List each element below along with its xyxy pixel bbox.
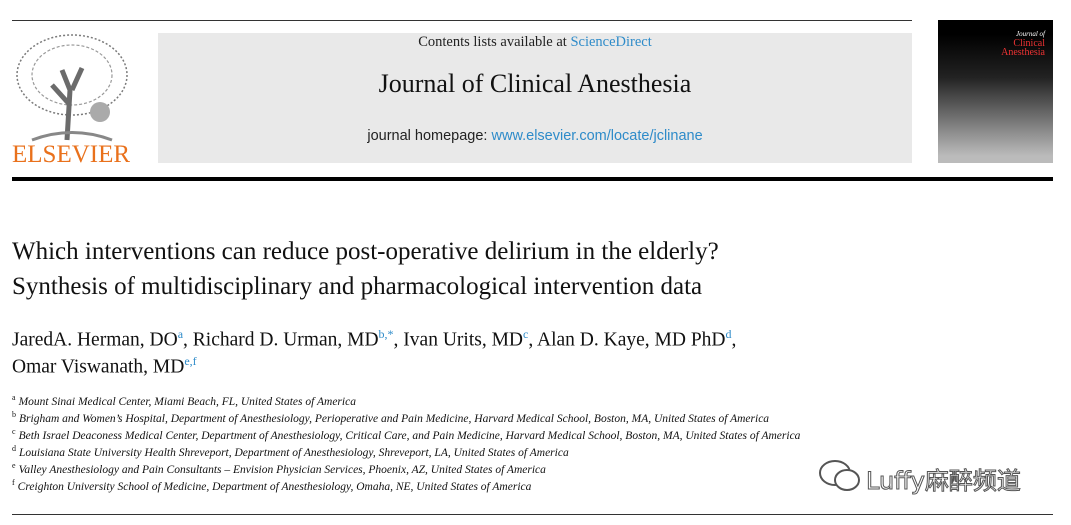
affiliation-text: Louisiana State University Health Shreve… bbox=[19, 446, 569, 459]
authors-line: JaredA. Herman, DOa, Richard D. Urman, M… bbox=[12, 327, 736, 352]
author-name: Ivan Urits, MD bbox=[403, 329, 523, 351]
thick-rule bbox=[12, 177, 1053, 181]
affiliation-text: Mount Sinai Medical Center, Miami Beach,… bbox=[18, 395, 356, 408]
affiliation-sup: d bbox=[12, 444, 16, 453]
affiliation: d Louisiana State University Health Shrev… bbox=[12, 444, 569, 459]
homepage-prefix: journal homepage: bbox=[367, 128, 488, 144]
contents-prefix: Contents lists available at bbox=[418, 34, 567, 50]
author-separator: , bbox=[731, 329, 737, 351]
author-separator: , bbox=[393, 329, 399, 351]
affiliation: a Mount Sinai Medical Center, Miami Beach… bbox=[12, 393, 356, 408]
journal-title: Journal of Clinical Anesthesia bbox=[378, 69, 692, 98]
journal-banner: Contents lists available at ScienceDirec… bbox=[158, 33, 912, 163]
cover-line: Journal of bbox=[1016, 30, 1045, 38]
affiliation-sup: a bbox=[12, 393, 16, 402]
author-name: Alan D. Kaye, MD PhD bbox=[537, 329, 726, 351]
author-name: Richard D. Urman, MD bbox=[192, 329, 379, 351]
cover-line: Anesthesia bbox=[1001, 47, 1045, 58]
author-sup[interactable]: e,f bbox=[184, 354, 197, 368]
author-sup[interactable]: a bbox=[177, 327, 184, 341]
affiliation-sup: f bbox=[12, 478, 15, 487]
author-name: Omar Viswanath, MD bbox=[12, 356, 185, 378]
cover-line: Clinical bbox=[1013, 38, 1045, 49]
affiliation-sup: e bbox=[12, 461, 16, 470]
affiliation-sup: b bbox=[12, 410, 16, 419]
publisher-name: ELSEVIER bbox=[12, 141, 131, 168]
article-title-line: Which interventions can reduce post-oper… bbox=[12, 238, 719, 265]
affiliation-text: Beth Israel Deaconess Medical Center, De… bbox=[18, 429, 801, 442]
contents-line: Contents lists available at ScienceDirec… bbox=[158, 34, 912, 51]
affiliation: c Beth Israel Deaconess Medical Center, D… bbox=[12, 427, 800, 442]
author-sup[interactable]: b,* bbox=[378, 327, 394, 341]
affiliation-text: Creighton University School of Medicine,… bbox=[17, 480, 532, 493]
homepage-link[interactable]: www.elsevier.com/locate/jclinane bbox=[491, 128, 703, 144]
homepage-line: journal homepage: www.elsevier.com/locat… bbox=[158, 128, 912, 144]
author-name: JaredA. Herman, DO bbox=[12, 329, 178, 351]
elsevier-tree-logo bbox=[12, 30, 132, 145]
author-sup[interactable]: d bbox=[725, 327, 732, 341]
affiliation-text: Brigham and Women’s Hospital, Department… bbox=[19, 412, 770, 425]
authors-line: Omar Viswanath, MDe,f bbox=[12, 354, 197, 379]
author-separator: , bbox=[528, 329, 534, 351]
top-rule bbox=[12, 20, 912, 21]
affiliation: e Valley Anesthesiology and Pain Consulta… bbox=[12, 461, 546, 476]
affiliation: b Brigham and Women’s Hospital, Departmen… bbox=[12, 410, 769, 425]
sciencedirect-link[interactable]: ScienceDirect bbox=[570, 34, 652, 50]
author-sup[interactable]: c bbox=[523, 327, 529, 341]
author-separator: , bbox=[183, 329, 188, 351]
bottom-rule bbox=[12, 514, 1053, 515]
journal-cover: Journal of Clinical Anesthesia bbox=[938, 20, 1053, 163]
watermark: Luffy麻醉频道 bbox=[866, 467, 1022, 496]
wechat-icon bbox=[819, 460, 860, 491]
affiliation: f Creighton University School of Medicine… bbox=[12, 478, 531, 493]
affiliation-sup: c bbox=[12, 427, 16, 436]
cover-title: Journal of Clinical Anesthesia bbox=[1001, 30, 1045, 58]
article-title-line: Synthesis of multidisciplinary and pharm… bbox=[12, 273, 703, 300]
affiliation-text: Valley Anesthesiology and Pain Consultan… bbox=[18, 463, 546, 476]
